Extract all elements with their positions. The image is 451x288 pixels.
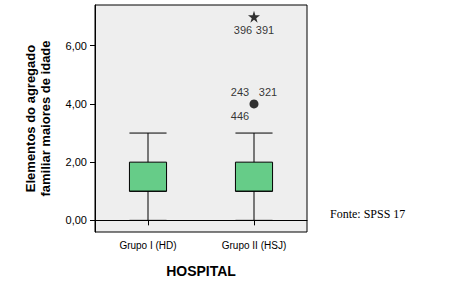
svg-text:0,00: 0,00 bbox=[66, 214, 87, 226]
svg-text:243: 243 bbox=[231, 86, 249, 98]
svg-text:HOSPITAL: HOSPITAL bbox=[166, 263, 236, 279]
svg-text:6,00: 6,00 bbox=[66, 40, 87, 52]
svg-text:Grupo I (HD): Grupo I (HD) bbox=[119, 240, 176, 251]
svg-text:Elementos do agregado: Elementos do agregado bbox=[23, 45, 38, 192]
svg-text:321: 321 bbox=[259, 86, 277, 98]
svg-text:396: 396 bbox=[234, 24, 252, 36]
svg-text:446: 446 bbox=[231, 110, 249, 122]
svg-text:2,00: 2,00 bbox=[66, 156, 87, 168]
svg-text:391: 391 bbox=[256, 24, 274, 36]
svg-text:Grupo II (HSJ): Grupo II (HSJ) bbox=[222, 240, 286, 251]
svg-text:Fonte: SPSS 17: Fonte: SPSS 17 bbox=[330, 207, 405, 221]
svg-text:familiar maiores de idade: familiar maiores de idade bbox=[38, 40, 53, 196]
svg-text:4,00: 4,00 bbox=[66, 98, 87, 110]
